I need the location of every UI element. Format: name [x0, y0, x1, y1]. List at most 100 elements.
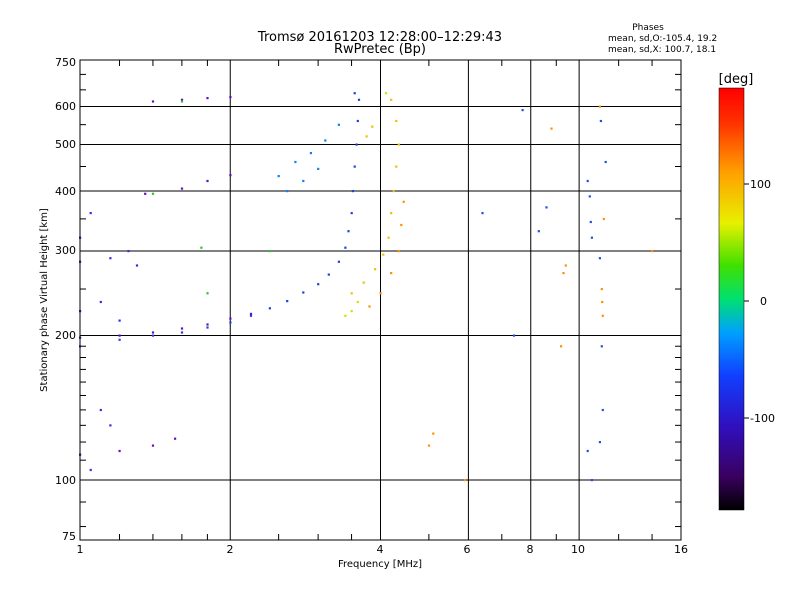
data-point	[302, 291, 305, 294]
data-point	[604, 160, 607, 164]
data-point	[337, 260, 340, 263]
data-point	[588, 195, 591, 198]
data-point	[229, 96, 232, 99]
data-point	[560, 345, 563, 348]
data-point	[118, 319, 121, 322]
data-point	[382, 253, 385, 256]
plot-frame	[79, 59, 682, 541]
data-point	[590, 236, 593, 239]
y-axis-label: Stationary phase Virtual Height [km]	[39, 208, 50, 392]
data-point	[229, 174, 232, 177]
data-point	[387, 236, 390, 239]
data-point	[206, 326, 209, 329]
y-tick-labels: 75 100 200 300 400 500 600 750	[55, 56, 76, 543]
data-point	[277, 175, 280, 178]
data-point	[317, 283, 320, 286]
data-point	[355, 143, 358, 146]
x-tick-label: 8	[527, 543, 534, 556]
data-point	[302, 179, 305, 183]
data-point	[600, 345, 603, 348]
data-point	[598, 105, 601, 108]
data-point	[600, 288, 603, 291]
data-point	[599, 119, 602, 123]
data-point	[337, 123, 340, 126]
data-point	[427, 444, 431, 447]
data-point	[151, 100, 155, 103]
data-point	[286, 300, 289, 303]
data-point	[144, 192, 147, 195]
data-point	[590, 479, 593, 482]
data-point	[351, 190, 354, 193]
data-point	[601, 300, 604, 304]
data-point	[135, 264, 139, 267]
data-point	[395, 165, 398, 168]
data-point	[550, 127, 553, 130]
data-point	[589, 220, 592, 224]
data-point	[564, 264, 567, 267]
data-point	[365, 135, 368, 138]
data-point	[371, 125, 374, 128]
data-point	[368, 305, 371, 308]
x-tick-label: 6	[464, 543, 471, 556]
data-point	[379, 292, 382, 295]
colorbar-label: [deg]	[719, 72, 754, 87]
chart-subtitle: RwPretec (Bp)	[334, 42, 426, 57]
data-point	[356, 300, 359, 304]
data-point	[353, 92, 356, 95]
data-point	[390, 212, 393, 215]
data-point	[180, 331, 184, 334]
data-point	[206, 97, 209, 100]
data-point	[99, 300, 102, 304]
data-point	[598, 441, 601, 444]
data-point	[118, 449, 121, 453]
data-point	[562, 272, 565, 275]
data-point	[206, 179, 209, 183]
data-point	[180, 327, 184, 330]
data-point	[384, 92, 388, 95]
data-point	[294, 160, 297, 164]
data-point	[249, 312, 253, 315]
data-point	[200, 246, 203, 249]
data-point	[151, 334, 155, 337]
colorbar-tick-label: 0	[760, 295, 767, 308]
y-tick-label: 750	[55, 56, 76, 69]
data-point	[109, 424, 112, 427]
x-tick-labels: 1 2 4 6 8 10 16	[77, 543, 689, 556]
y-tick-label: 100	[55, 474, 76, 487]
phases-title: Phases	[632, 23, 664, 33]
data-point	[586, 449, 589, 453]
data-point	[350, 310, 353, 313]
y-tick-label: 600	[55, 100, 76, 113]
data-point	[286, 190, 289, 193]
chart-title: Tromsø 20161203 12:28:00–12:29:43	[257, 30, 502, 45]
colorbar-tick-label: -100	[750, 412, 775, 425]
data-point	[151, 444, 155, 447]
x-tick-label: 16	[674, 543, 688, 556]
data-point	[118, 334, 121, 337]
data-point	[268, 250, 271, 253]
data-point	[206, 292, 209, 295]
y-tick-label: 300	[55, 244, 76, 257]
data-point	[317, 167, 320, 170]
plot-grid	[80, 60, 681, 540]
data-point	[99, 408, 102, 412]
data-point	[118, 338, 121, 341]
colorbar	[718, 87, 745, 511]
data-point	[397, 143, 400, 146]
data-point	[180, 100, 184, 103]
x-tick-label: 10	[571, 543, 585, 556]
x-tick-label: 4	[377, 543, 384, 556]
data-point	[374, 268, 377, 271]
data-point	[327, 273, 330, 276]
data-point	[598, 257, 601, 260]
data-point	[601, 314, 604, 317]
data-point	[347, 230, 350, 233]
data-point	[390, 272, 393, 275]
data-point	[229, 321, 232, 324]
data-point	[109, 257, 112, 260]
y-tick-label: 200	[55, 329, 76, 342]
data-point	[395, 119, 398, 123]
data-point	[249, 314, 253, 317]
data-point	[268, 307, 271, 310]
data-point	[362, 281, 365, 284]
